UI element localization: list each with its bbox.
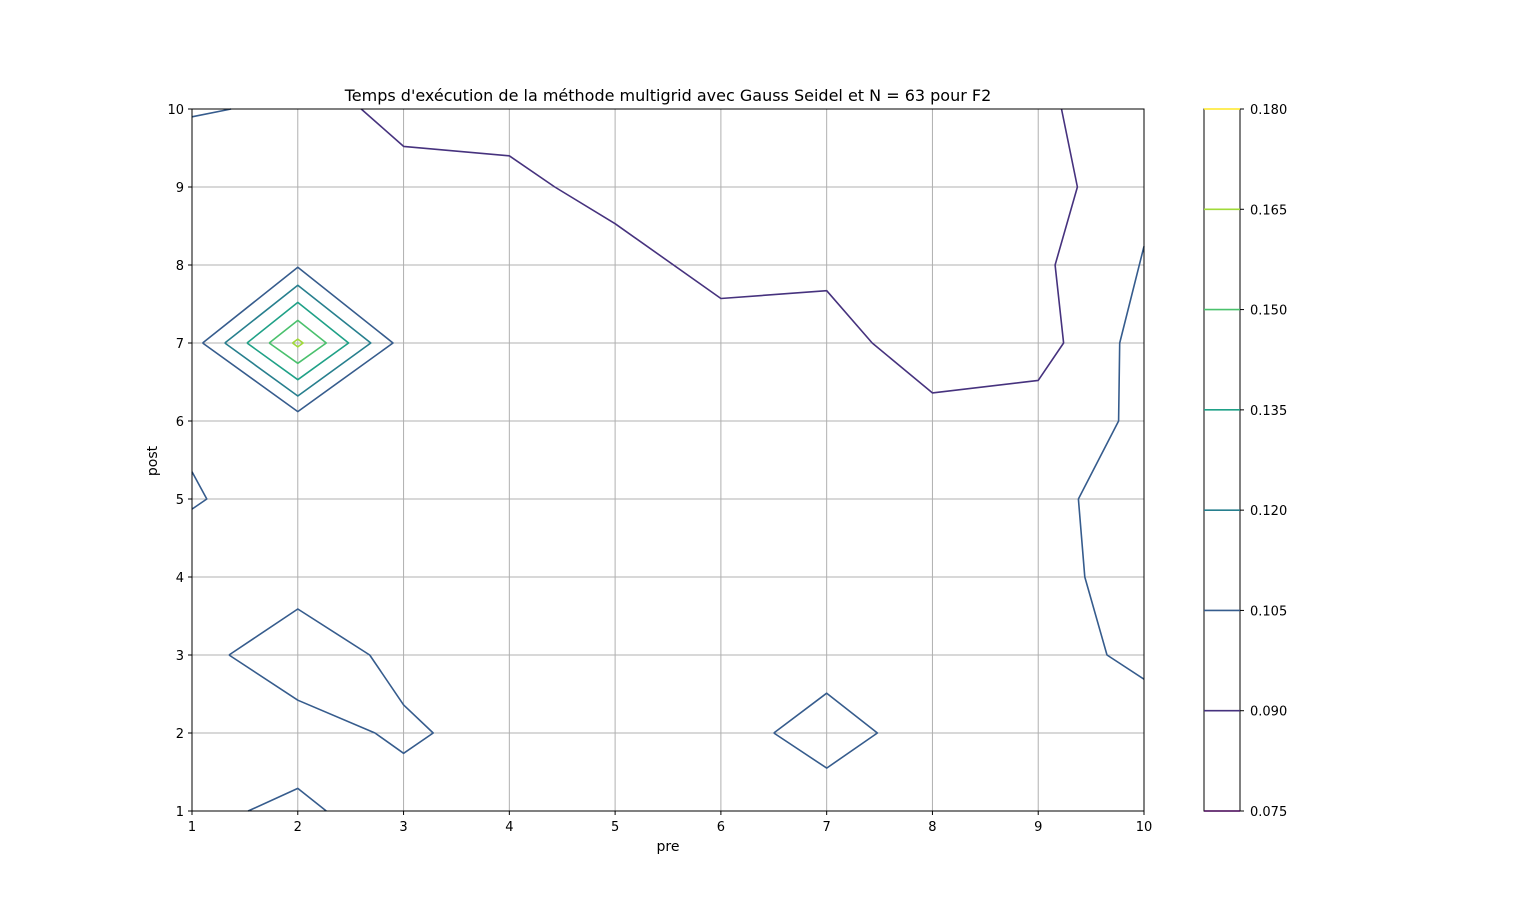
contour-line [191, 108, 232, 118]
x-tick-label: 6 [717, 820, 725, 835]
y-tick-label: 8 [176, 259, 184, 274]
colorbar-tick-label: 0.135 [1250, 404, 1287, 419]
y-axis-label: post [145, 445, 161, 476]
grid [192, 109, 1144, 811]
x-tick-label: 8 [928, 820, 936, 835]
x-axis-label: pre [657, 839, 680, 855]
plot-area-border [191, 108, 1145, 812]
colorbar-tick-label: 0.165 [1250, 203, 1287, 218]
contour-line [292, 338, 304, 348]
contour-line [246, 301, 350, 381]
y-tick-label: 1 [176, 805, 184, 820]
contour-line [202, 266, 394, 413]
colorbar-tick-label: 0.150 [1250, 304, 1287, 319]
colorbar-frame [1203, 108, 1241, 812]
y-tick-label: 5 [176, 493, 184, 508]
y-tick-label: 3 [176, 649, 184, 664]
contour-line [360, 108, 1079, 394]
colorbar: 0.075 0.090 0.105 0.120 0.135 0.150 0.165 0.180 [1203, 103, 1287, 820]
contour-lines [191, 108, 1145, 812]
contour-line [773, 692, 879, 769]
chart-title: Temps d'exécution de la méthode multigri… [344, 86, 992, 105]
y-tick-label: 2 [176, 727, 184, 742]
colorbar-tick-label: 0.075 [1250, 805, 1287, 820]
contour-line [247, 787, 327, 812]
colorbar-tick-label: 0.120 [1250, 504, 1287, 519]
colorbar-tick-label: 0.105 [1250, 604, 1287, 619]
y-tick-label: 10 [167, 103, 184, 118]
contour-line [228, 608, 435, 755]
x-tick-label: 4 [505, 820, 513, 835]
x-tick-label: 3 [399, 820, 407, 835]
contour-line [224, 284, 372, 397]
x-tick-label: 10 [1136, 820, 1153, 835]
colorbar-tick-label: 0.090 [1250, 705, 1287, 720]
x-tick-label: 1 [188, 820, 196, 835]
contour-line [1077, 246, 1145, 680]
contour-line [268, 319, 328, 365]
x-tick-label: 2 [294, 820, 302, 835]
y-tick-label: 6 [176, 415, 184, 430]
contour-line [191, 471, 208, 510]
x-tick-label: 5 [611, 820, 619, 835]
x-tick-label: 9 [1034, 820, 1042, 835]
colorbar-tick-label: 0.180 [1250, 103, 1287, 118]
y-tick-label: 7 [176, 337, 184, 352]
x-axis: 1 2 3 4 5 6 7 8 9 10 [188, 811, 1152, 835]
y-tick-label: 9 [176, 181, 184, 196]
x-tick-label: 7 [823, 820, 831, 835]
y-tick-label: 4 [176, 571, 184, 586]
y-axis: 1 2 3 4 5 6 7 8 9 10 [167, 103, 192, 820]
